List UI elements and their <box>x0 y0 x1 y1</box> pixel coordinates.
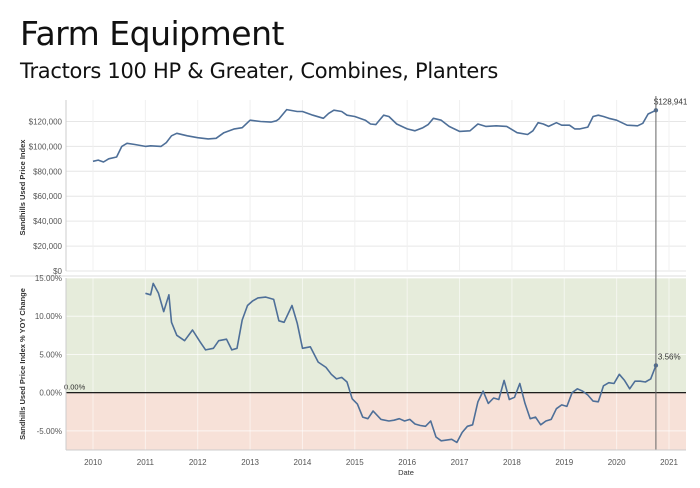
yoy-change-series-line <box>145 282 657 444</box>
x-tick-label: 2010 <box>84 458 102 467</box>
x-axis-title: Date <box>398 468 414 477</box>
price-index-series-line <box>92 108 657 163</box>
price-end-label: $128,941 <box>654 97 688 106</box>
price-y-tick-label: $60,000 <box>33 192 62 201</box>
x-tick-label: 2012 <box>189 458 207 467</box>
change-y-tick-label: 0.00% <box>39 389 62 398</box>
x-tick-label: 2013 <box>241 458 259 467</box>
price-y-tick-label: $80,000 <box>33 167 62 176</box>
price-y-tick-label: $0 <box>53 267 62 276</box>
x-tick-label: 2018 <box>503 458 521 467</box>
page-title: Farm Equipment <box>20 14 284 53</box>
negative-change-band <box>66 392 686 450</box>
page-subtitle: Tractors 100 HP & Greater, Combines, Pla… <box>20 59 498 83</box>
price-y-axis-title: Sandhills Used Price Index <box>18 139 27 236</box>
price-y-tick-label: $40,000 <box>33 217 62 226</box>
change-y-tick-label: 10.00% <box>35 312 62 321</box>
x-tick-label: 2019 <box>555 458 573 467</box>
x-tick-label: 2015 <box>346 458 364 467</box>
change-y-tick-label: -5.00% <box>37 427 62 436</box>
x-tick-label: 2014 <box>294 458 312 467</box>
x-tick-label: 2021 <box>660 458 678 467</box>
x-tick-label: 2017 <box>451 458 469 467</box>
x-tick-label: 2020 <box>608 458 626 467</box>
price-panel-background <box>66 100 686 271</box>
change-y-tick-label: 15.00% <box>35 274 62 283</box>
zero-reference-label: 0.00% <box>64 383 86 392</box>
change-y-tick-label: 5.00% <box>39 350 62 359</box>
price-y-tick-label: $120,000 <box>29 117 63 126</box>
x-tick-label: 2016 <box>398 458 416 467</box>
price-y-tick-label: $100,000 <box>29 142 63 151</box>
x-tick-label: 2011 <box>137 458 155 467</box>
price-y-tick-label: $20,000 <box>33 242 62 251</box>
change-end-label: 3.56% <box>658 352 681 361</box>
change-y-axis-title: Sandhills Used Price Index % YOY Change <box>18 288 27 440</box>
